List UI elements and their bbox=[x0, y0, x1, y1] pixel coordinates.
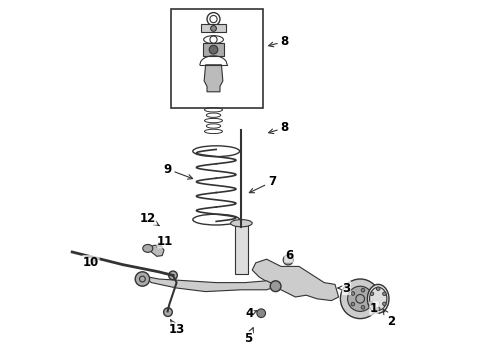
Text: 1: 1 bbox=[368, 302, 378, 315]
Bar bbox=[171, 9, 263, 108]
Circle shape bbox=[351, 292, 355, 295]
Circle shape bbox=[361, 288, 365, 292]
Ellipse shape bbox=[231, 220, 252, 227]
Circle shape bbox=[376, 287, 380, 291]
Circle shape bbox=[169, 271, 177, 280]
Text: 10: 10 bbox=[83, 256, 99, 269]
Circle shape bbox=[370, 302, 374, 306]
Polygon shape bbox=[252, 259, 339, 301]
Polygon shape bbox=[149, 245, 164, 256]
Circle shape bbox=[383, 292, 386, 296]
Circle shape bbox=[347, 286, 373, 311]
Circle shape bbox=[351, 302, 355, 306]
Circle shape bbox=[370, 292, 374, 296]
Ellipse shape bbox=[368, 284, 389, 313]
Text: 3: 3 bbox=[338, 282, 350, 294]
Text: 2: 2 bbox=[383, 309, 395, 328]
Text: 7: 7 bbox=[249, 175, 276, 193]
Ellipse shape bbox=[143, 244, 153, 252]
Text: 11: 11 bbox=[156, 235, 173, 248]
Text: 8: 8 bbox=[269, 121, 289, 134]
Text: 6: 6 bbox=[285, 249, 293, 262]
Circle shape bbox=[135, 272, 149, 286]
Text: 4: 4 bbox=[245, 307, 257, 320]
Circle shape bbox=[361, 306, 365, 309]
Circle shape bbox=[270, 281, 281, 292]
Circle shape bbox=[341, 279, 380, 319]
Circle shape bbox=[376, 307, 380, 311]
Bar bbox=[203, 43, 224, 56]
Polygon shape bbox=[141, 275, 277, 292]
Text: 12: 12 bbox=[140, 212, 159, 226]
Circle shape bbox=[164, 308, 172, 316]
Polygon shape bbox=[204, 65, 223, 92]
Bar bbox=[201, 24, 226, 32]
Circle shape bbox=[257, 309, 266, 318]
Circle shape bbox=[283, 255, 293, 265]
Text: 5: 5 bbox=[245, 328, 253, 345]
Circle shape bbox=[209, 45, 218, 54]
Circle shape bbox=[211, 26, 217, 31]
Circle shape bbox=[368, 297, 371, 301]
Circle shape bbox=[383, 302, 386, 306]
Text: 13: 13 bbox=[169, 320, 185, 336]
Text: 8: 8 bbox=[269, 35, 289, 48]
Bar bbox=[235, 223, 248, 274]
Text: 9: 9 bbox=[164, 163, 193, 179]
